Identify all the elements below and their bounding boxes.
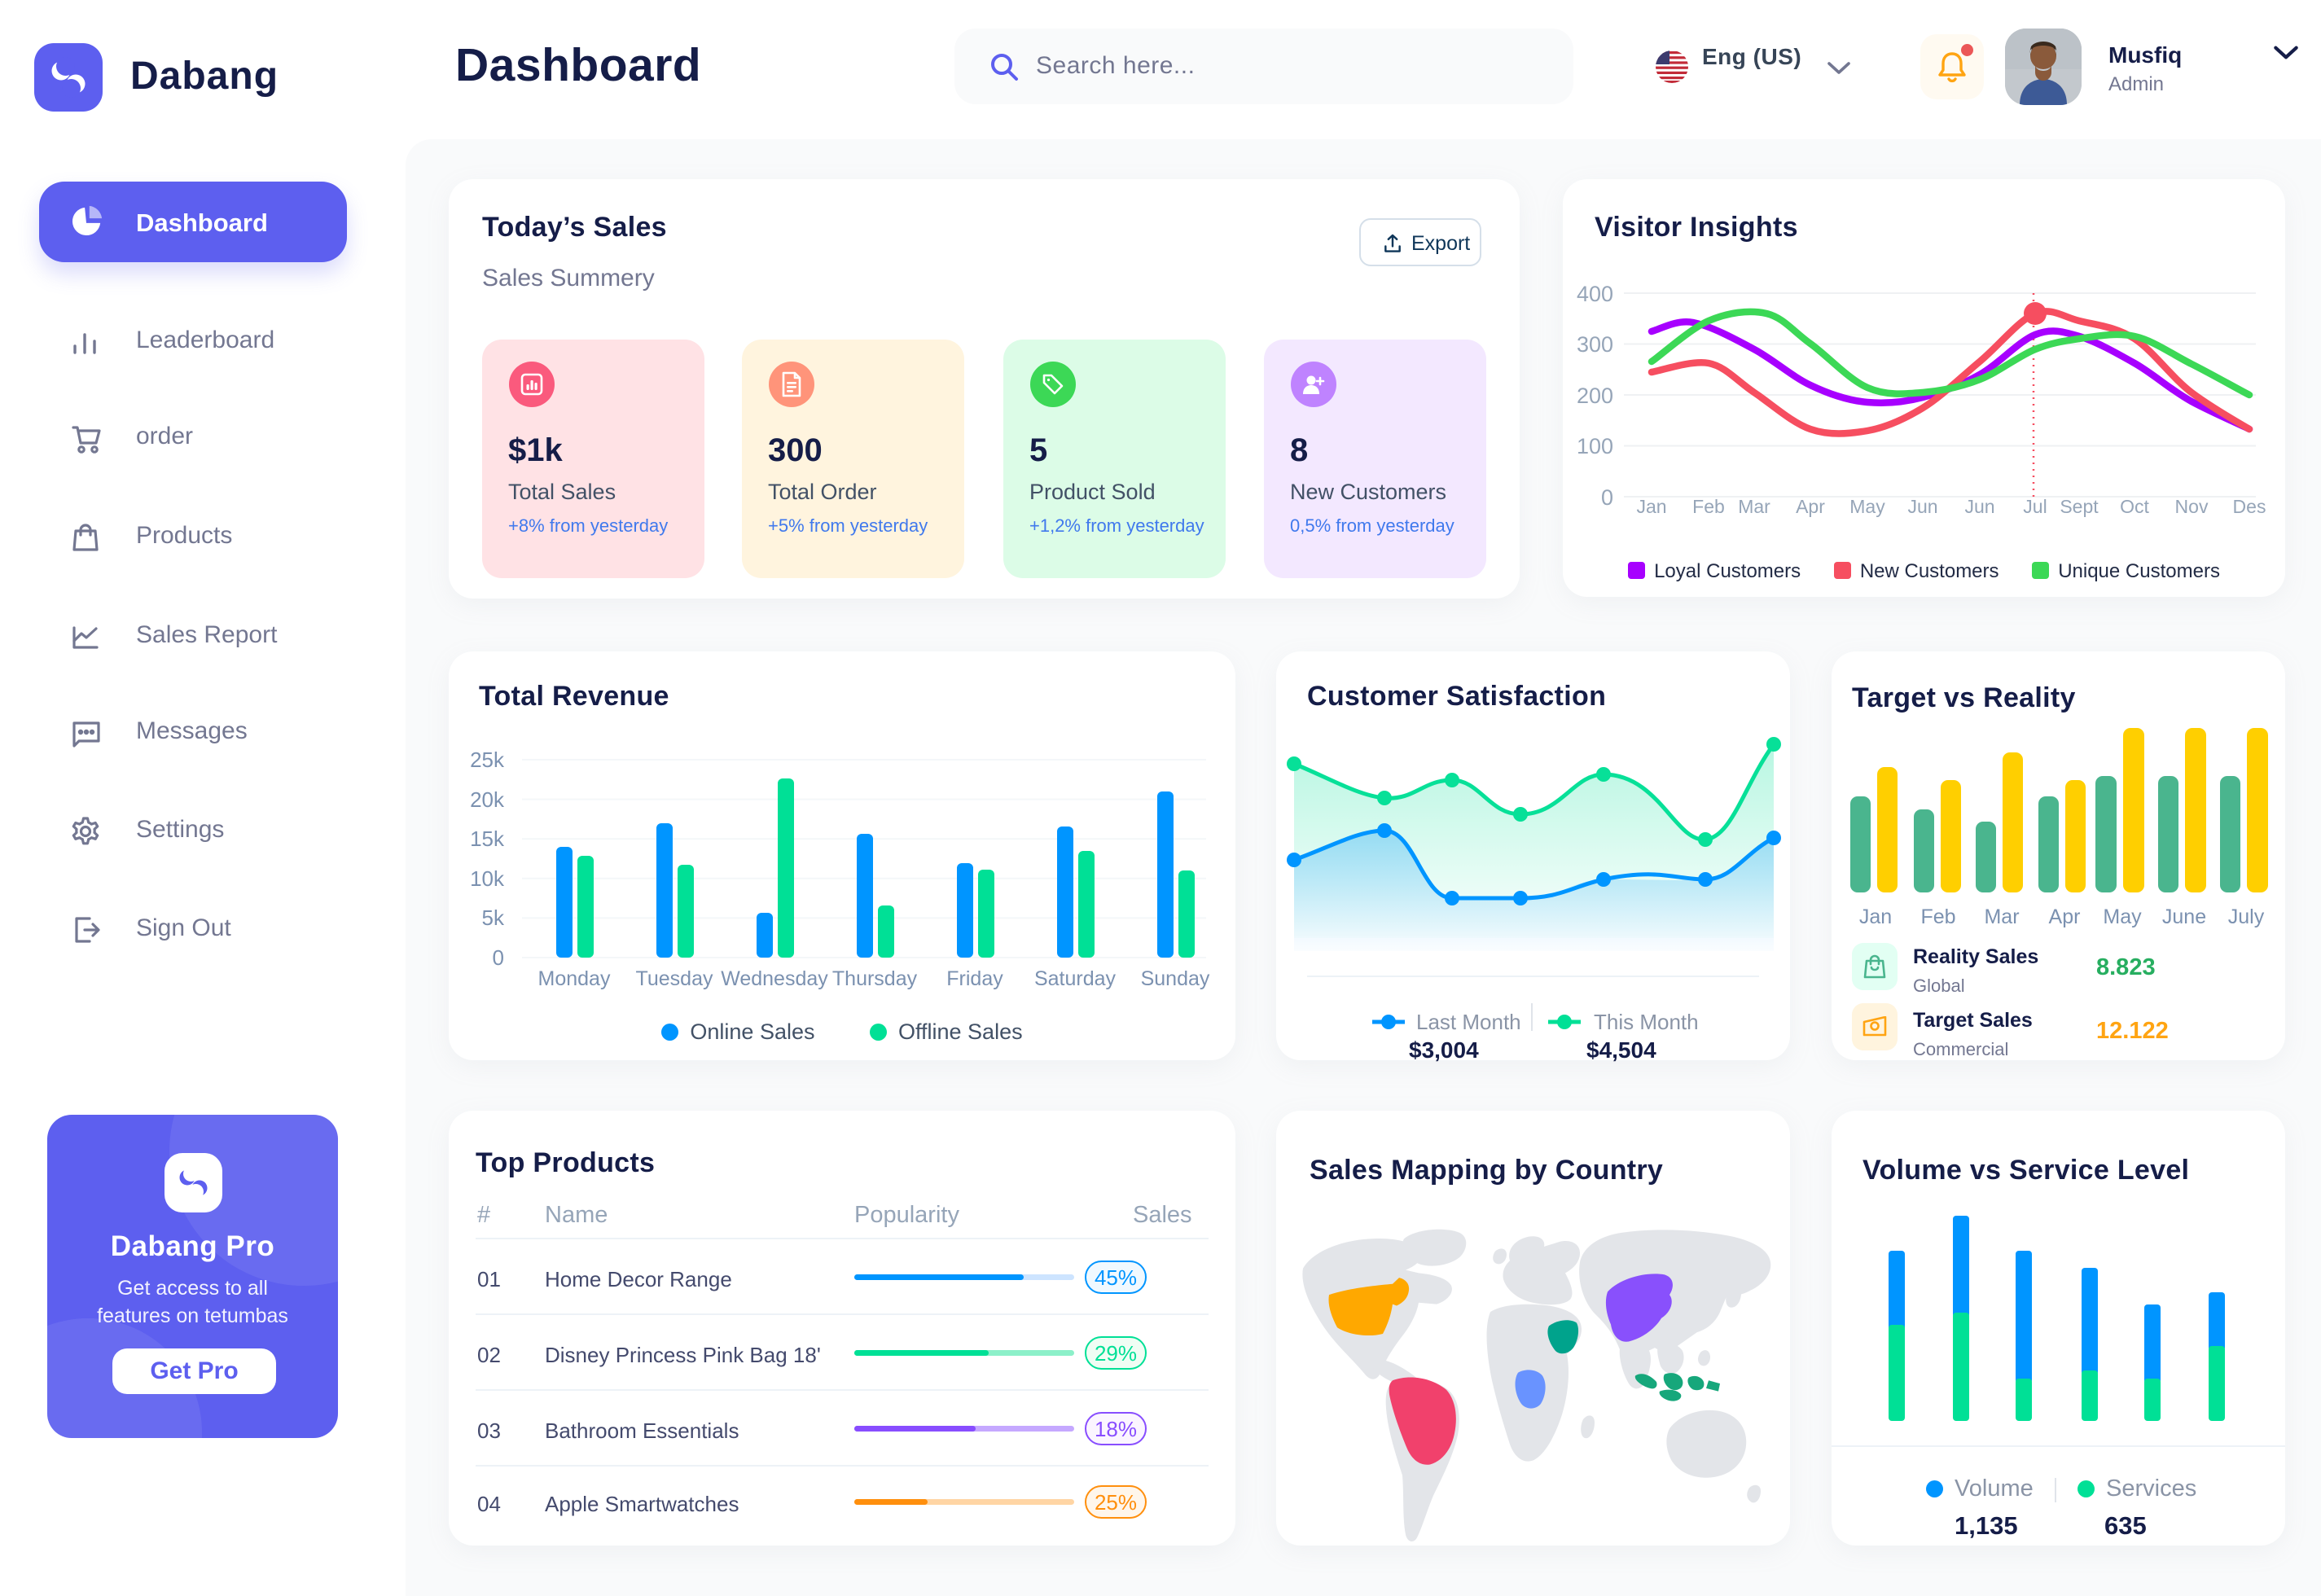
svg-text:Friday: Friday	[946, 967, 1003, 990]
svg-text:Mar: Mar	[1984, 905, 2019, 928]
svg-text:300: 300	[1577, 332, 1613, 357]
svg-text:20k: 20k	[470, 787, 505, 812]
svg-text:Tuesday: Tuesday	[636, 967, 713, 990]
svg-text:Jul: Jul	[2023, 496, 2047, 517]
svg-text:July: July	[2228, 905, 2265, 928]
svg-text:Monday: Monday	[538, 967, 611, 990]
svg-text:Sept: Sept	[2060, 496, 2099, 517]
svg-text:0: 0	[1601, 485, 1613, 510]
svg-text:Jan: Jan	[1636, 496, 1666, 517]
svg-text:0: 0	[493, 945, 504, 970]
svg-text:May: May	[2103, 905, 2142, 928]
svg-text:200: 200	[1577, 384, 1613, 408]
svg-text:Apr: Apr	[1796, 496, 1825, 517]
svg-text:Thursday: Thursday	[832, 967, 918, 990]
svg-text:5k: 5k	[482, 905, 505, 930]
svg-text:Saturday: Saturday	[1034, 967, 1117, 990]
svg-text:15k: 15k	[470, 826, 505, 851]
svg-text:Feb: Feb	[1692, 496, 1725, 517]
svg-text:Jan: Jan	[1859, 905, 1892, 928]
svg-text:Sunday: Sunday	[1141, 967, 1210, 990]
svg-text:Wednesday: Wednesday	[721, 967, 828, 990]
svg-text:Jun: Jun	[1907, 496, 1937, 517]
svg-text:10k: 10k	[470, 866, 505, 891]
svg-text:Mar: Mar	[1738, 496, 1770, 517]
svg-text:June: June	[2162, 905, 2206, 928]
svg-text:Feb: Feb	[1920, 905, 1955, 928]
svg-text:May: May	[1849, 496, 1885, 517]
svg-text:400: 400	[1577, 282, 1613, 306]
svg-text:Jun: Jun	[1964, 496, 1994, 517]
svg-text:Oct: Oct	[2120, 496, 2149, 517]
svg-text:Des: Des	[2233, 496, 2266, 517]
svg-text:Nov: Nov	[2175, 496, 2209, 517]
svg-text:Apr: Apr	[2049, 905, 2081, 928]
svg-text:100: 100	[1577, 434, 1613, 458]
svg-text:25k: 25k	[470, 748, 505, 772]
